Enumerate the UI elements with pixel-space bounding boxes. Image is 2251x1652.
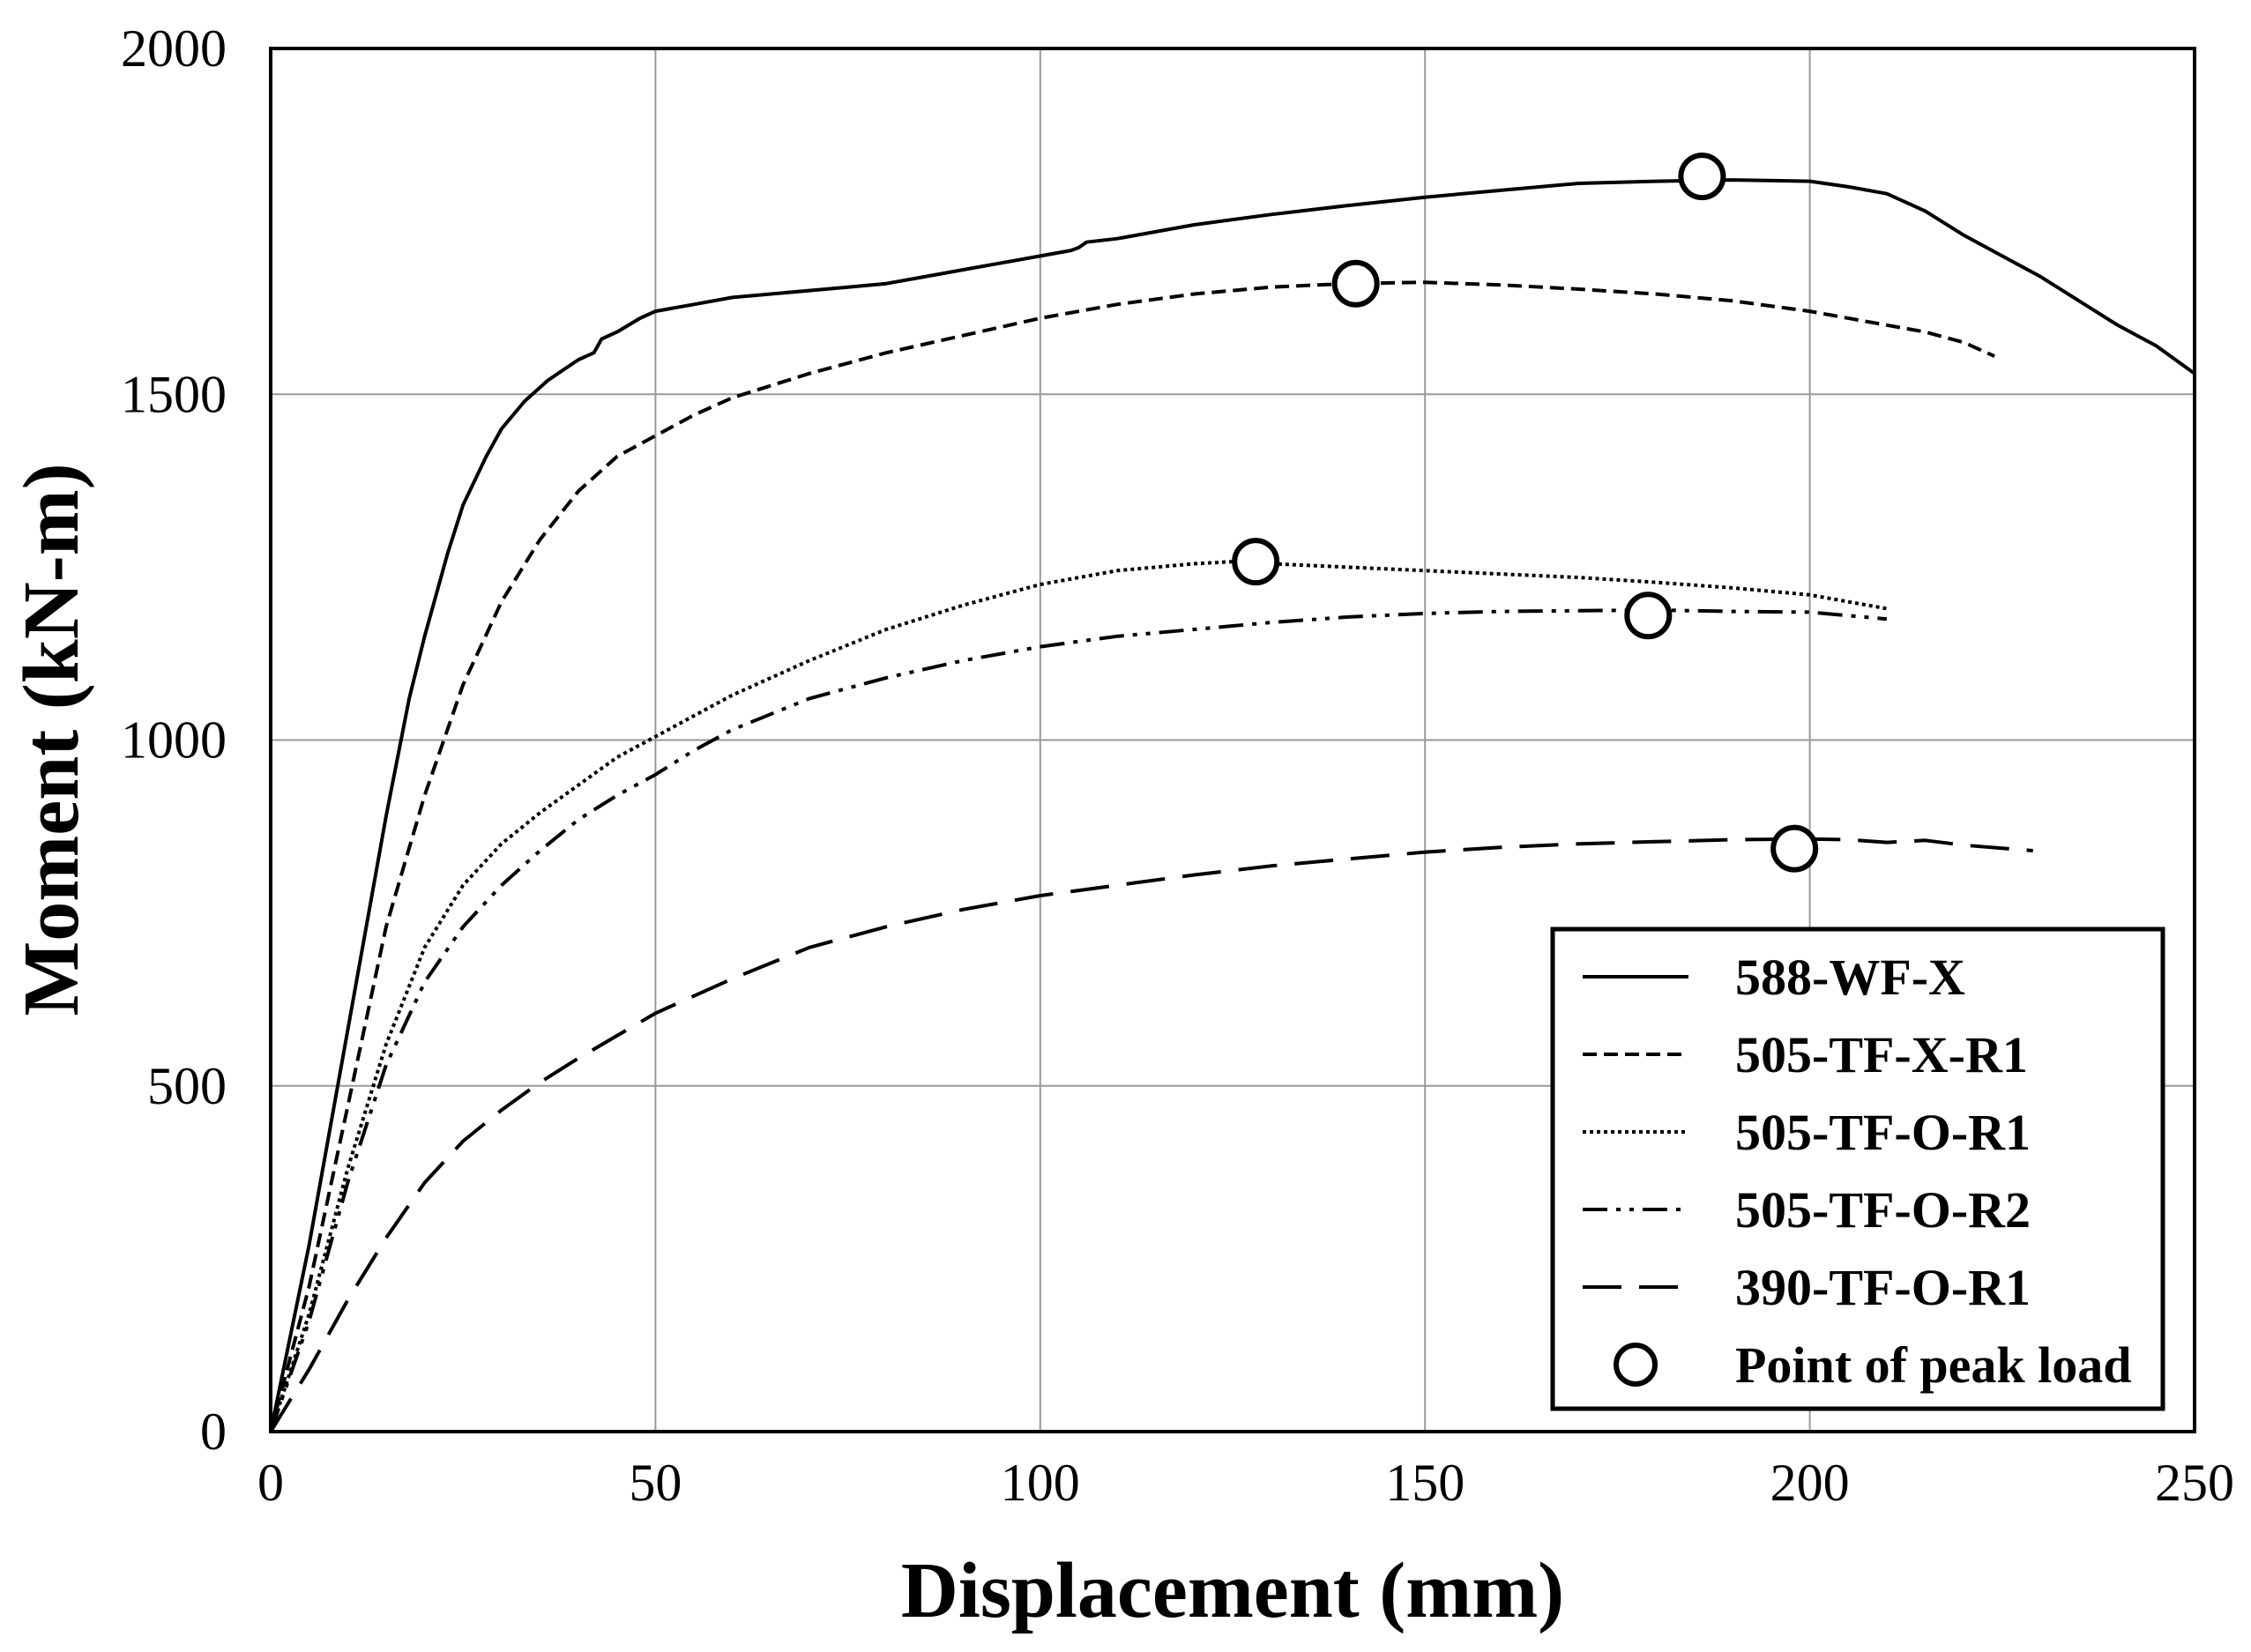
peak-markers <box>1232 153 1819 873</box>
plot-frame <box>269 47 2196 1433</box>
y-axis-title: Moment (kN-m) <box>8 463 95 1016</box>
peak-marker-505-tf-o-r2 <box>1624 592 1673 640</box>
series-505-tf-o-r1 <box>269 560 1888 1432</box>
x-tick-label: 150 <box>1385 1454 1465 1512</box>
peak-marker-390-tf-o-r1 <box>1770 824 1819 873</box>
x-tick-label: 50 <box>629 1454 682 1512</box>
series-505-tf-x-r1 <box>269 280 1995 1432</box>
legend-label-point-of-peak-load: Point of peak load <box>1735 1336 2132 1394</box>
y-tick-label: 1000 <box>121 711 227 770</box>
x-tick-label: 250 <box>2155 1454 2234 1512</box>
peak-marker-505-tf-x-r1 <box>1331 259 1380 308</box>
y-tick-label: 1500 <box>121 365 227 423</box>
legend-swatch-peak-marker <box>1614 1343 1658 1387</box>
x-tick-label: 100 <box>1001 1454 1080 1512</box>
legend-box <box>1550 926 2165 1411</box>
legend-label-588-wf-x: 588-WF-X <box>1735 949 1965 1006</box>
legend-label-390-tf-o-r1: 390-TF-O-R1 <box>1735 1259 2031 1316</box>
series-505-tf-o-r2 <box>269 608 1888 1432</box>
series-588-wf-x <box>269 178 2196 1432</box>
tick-labels: 0 50 100 150 200 250 0 500 1000 1500 2000 <box>121 19 2234 1512</box>
y-tick-label: 0 <box>200 1403 227 1461</box>
legend-label-505-tf-o-r2: 505-TF-O-R2 <box>1735 1181 2031 1239</box>
peak-marker-588-wf-x <box>1678 153 1726 201</box>
x-tick-label: 200 <box>1770 1454 1850 1512</box>
legend-label-505-tf-o-r1: 505-TF-O-R1 <box>1735 1104 2031 1161</box>
x-tick-label: 0 <box>257 1454 284 1512</box>
legend: 588-WF-X 505-TF-X-R1 505-TF-O-R1 505-TF-O-R… <box>1550 926 2165 1411</box>
y-tick-label: 500 <box>147 1057 227 1115</box>
y-tick-label: 2000 <box>121 19 227 78</box>
peak-marker-505-tf-o-r1 <box>1232 538 1280 586</box>
x-axis-title: Displacement (mm) <box>901 1547 1564 1634</box>
grid <box>271 48 2195 1432</box>
legend-label-505-tf-x-r1: 505-TF-X-R1 <box>1735 1026 2028 1083</box>
